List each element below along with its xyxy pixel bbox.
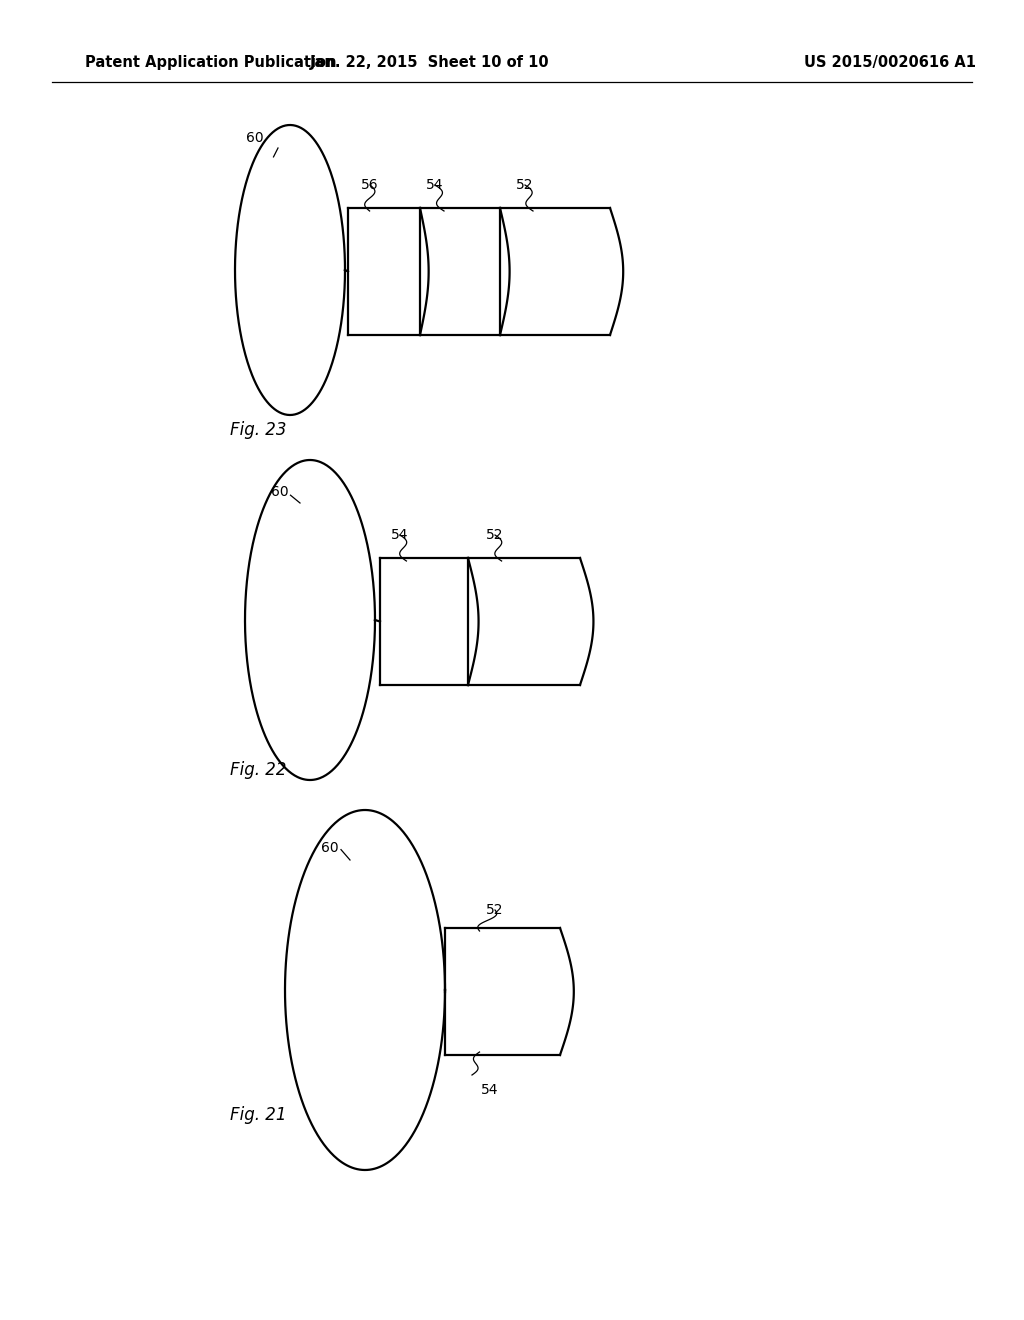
Text: US 2015/0020616 A1: US 2015/0020616 A1	[804, 54, 976, 70]
Text: Jan. 22, 2015  Sheet 10 of 10: Jan. 22, 2015 Sheet 10 of 10	[310, 54, 550, 70]
Text: 54: 54	[391, 528, 409, 543]
Text: 52: 52	[486, 528, 504, 543]
Text: 54: 54	[426, 178, 443, 191]
Text: Fig. 22: Fig. 22	[230, 762, 287, 779]
Text: 56: 56	[361, 178, 379, 191]
Text: Fig. 21: Fig. 21	[230, 1106, 287, 1125]
Text: 54: 54	[481, 1082, 499, 1097]
Text: 52: 52	[516, 178, 534, 191]
Text: 60: 60	[271, 484, 289, 499]
Text: Patent Application Publication: Patent Application Publication	[85, 54, 337, 70]
Text: 60: 60	[246, 131, 264, 145]
Text: 60: 60	[322, 841, 339, 855]
Text: Fig. 23: Fig. 23	[230, 421, 287, 440]
Text: 52: 52	[486, 903, 504, 917]
